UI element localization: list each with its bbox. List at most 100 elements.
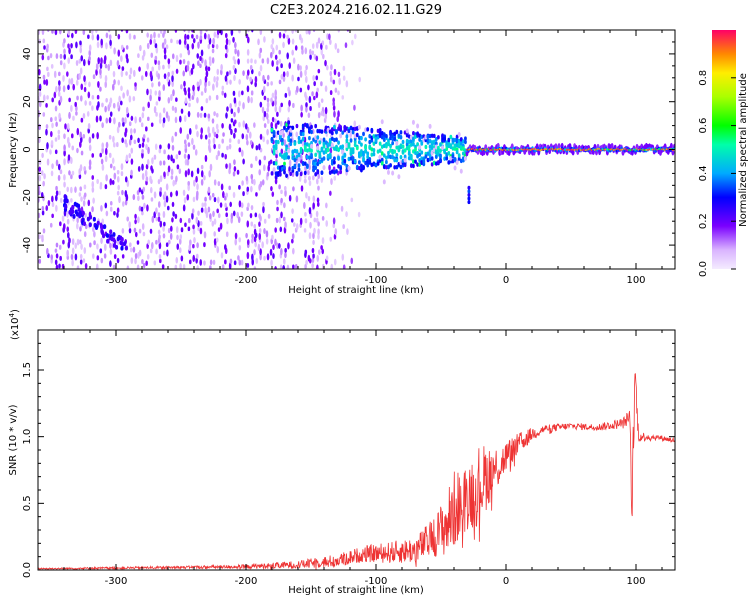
spectrogram-cell <box>418 137 422 142</box>
spectrogram-cell <box>274 89 278 97</box>
spectrogram-cell <box>46 142 49 150</box>
spectrogram-cell <box>42 180 45 187</box>
spectrogram-cell <box>461 156 465 161</box>
spectrogram-cell <box>83 75 86 82</box>
spectrogram-cell <box>337 164 340 169</box>
spectrogram-cell <box>71 209 75 214</box>
spectrogram-cell <box>158 90 161 97</box>
spectrogram-cell <box>121 117 125 123</box>
spectrogram-cell <box>204 86 207 94</box>
spectrogram-cell <box>270 51 273 59</box>
spectrogram-cell <box>263 218 267 224</box>
spectrogram-cell <box>120 70 124 78</box>
spectrogram-cell <box>167 154 170 161</box>
spectrogram-cell <box>461 146 465 151</box>
spectrogram-cell <box>109 200 113 206</box>
spectrogram-cell <box>72 214 76 219</box>
spectrogram-cell <box>51 122 54 129</box>
spectrogram-cell <box>195 124 198 130</box>
spectrogram-cell <box>96 178 99 185</box>
spectrogram-cell <box>301 141 305 147</box>
spectrogram-cell <box>246 85 250 93</box>
spectrogram-cell <box>224 32 228 39</box>
spectrogram-cell <box>63 158 66 166</box>
spectrogram-cell <box>199 34 203 41</box>
spectrogram-cell <box>341 253 345 261</box>
spectrogram-cell <box>274 54 278 60</box>
spectrogram-cell <box>55 85 58 93</box>
spectrogram-cell <box>108 134 112 140</box>
spectrogram-cell <box>339 166 343 171</box>
spectrogram-cell <box>155 101 159 106</box>
spectrogram-cell <box>258 52 262 59</box>
spectrogram-cell <box>366 159 370 165</box>
spectrogram-cell <box>254 81 257 88</box>
spectrogram-cell <box>80 83 84 91</box>
spectrogram-cell <box>38 174 42 182</box>
spectrogram-cell <box>337 140 340 145</box>
spectrogram-cell <box>287 242 290 250</box>
spectrogram-cell <box>393 149 397 154</box>
spectrogram-cell <box>83 184 87 190</box>
spectrogram-cell <box>67 231 70 239</box>
spectrogram-cell <box>233 111 236 118</box>
spectrogram-cell <box>257 243 261 252</box>
spectrogram-cell <box>74 101 77 108</box>
spectrogram-cell <box>309 221 312 229</box>
spectrogram-cell <box>211 43 215 49</box>
spectrogram-cell <box>207 126 210 134</box>
spectrogram-cell <box>71 30 75 32</box>
spectrogram-cell <box>459 158 463 164</box>
x-tick-label: 100 <box>626 576 645 587</box>
spectrogram-cell <box>192 224 195 230</box>
spectrogram-cell <box>96 243 99 250</box>
spectrogram-cell <box>184 222 187 228</box>
spectrogram-cell <box>68 111 71 120</box>
spectrogram-cell <box>111 157 115 164</box>
spectrogram-cell <box>122 121 125 127</box>
spectrogram-cell <box>192 84 195 92</box>
spectrogram-cell <box>189 239 192 246</box>
spectrogram-cell <box>357 165 361 171</box>
spectrogram-cell <box>266 107 270 113</box>
spectrogram-cell <box>184 143 188 150</box>
spectrogram-cell <box>294 263 298 269</box>
spectrogram-cell <box>42 74 46 80</box>
spectrogram-cell <box>153 154 157 160</box>
spectrogram-cell <box>59 169 63 175</box>
spectrogram-cell <box>82 58 86 67</box>
spectrogram-cell <box>58 71 61 77</box>
spectrogram-cell <box>307 254 311 262</box>
x-tick-label: -100 <box>365 576 388 587</box>
spectrogram-cell <box>253 122 256 128</box>
spectrogram-cell <box>285 127 288 133</box>
spectrogram-cell <box>121 189 124 196</box>
spectrogram-cell <box>151 82 154 88</box>
spectrogram-cell <box>175 226 179 234</box>
spectrogram-cell <box>165 44 169 50</box>
spectrogram-cell <box>184 158 188 166</box>
spectrogram-cell <box>272 151 276 156</box>
spectrogram-cell <box>291 125 295 131</box>
spectrogram-cell <box>274 161 278 166</box>
spectrogram-cell <box>217 181 221 187</box>
spectrogram-cell <box>315 91 319 99</box>
spectrogram-cell <box>208 95 212 101</box>
spectrogram-cell <box>557 143 561 150</box>
spectrogram-cell <box>304 218 308 224</box>
spectrogram-cell <box>266 57 270 65</box>
spectrogram-cell <box>171 70 175 76</box>
spectrogram-cell <box>322 156 326 161</box>
spectrogram-cell <box>76 238 80 246</box>
spectrogram-cell <box>334 228 338 236</box>
spectrogram-cell <box>240 202 244 209</box>
spectrogram-cell <box>237 90 241 98</box>
spectrogram-cell <box>407 155 411 161</box>
spectrogram-cell <box>141 194 145 200</box>
spectrogram-cell <box>195 34 199 40</box>
spectrogram-cell <box>345 211 348 218</box>
spectrogram-cell <box>228 123 232 131</box>
spectrogram-cell <box>308 232 312 240</box>
spectrogram-cell <box>320 129 324 134</box>
spectrogram-cell <box>341 155 345 160</box>
